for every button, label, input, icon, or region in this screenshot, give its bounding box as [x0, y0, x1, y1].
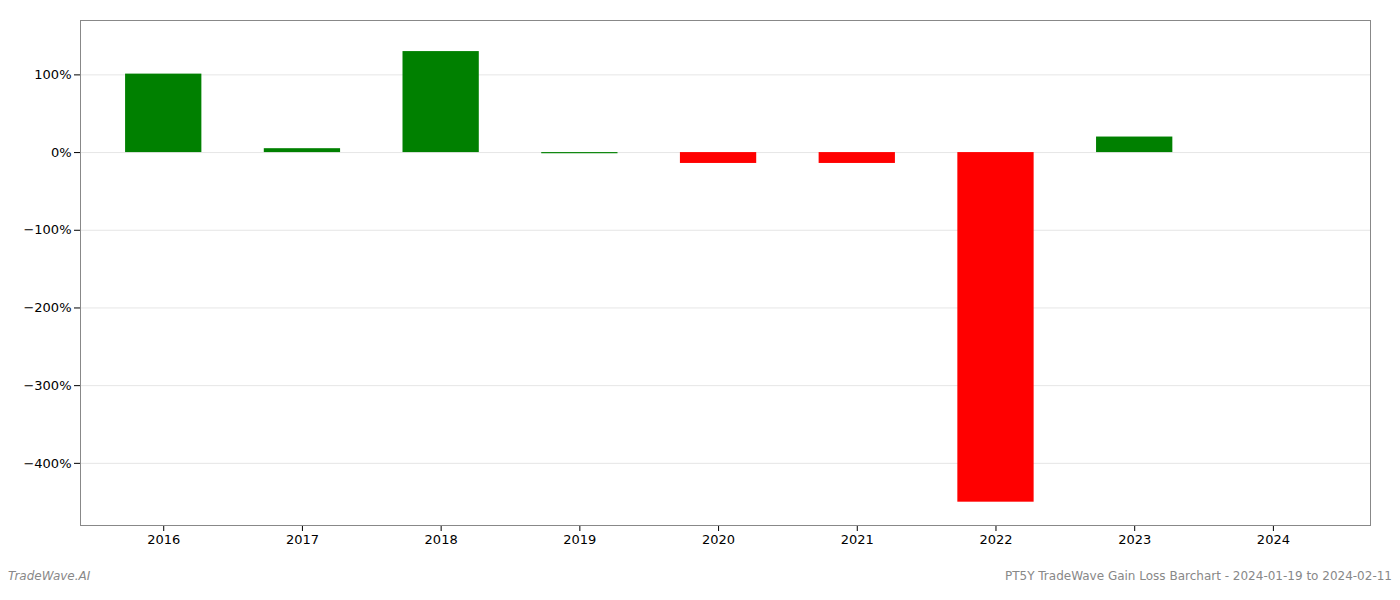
svg-text:−300%: −300% [23, 378, 71, 393]
svg-text:−400%: −400% [23, 456, 71, 471]
html-text:TradeWave.AI: TradeWave.AI [8, 569, 91, 583]
svg-text:2024: 2024 [1257, 532, 1290, 547]
svg-text:0%: 0% [51, 145, 72, 160]
svg-text:2020: 2020 [702, 532, 735, 547]
svg-text:2018: 2018 [425, 532, 458, 547]
svg-text:−100%: −100% [23, 222, 71, 237]
svg-text:2022: 2022 [979, 532, 1012, 547]
svg-text:2019: 2019 [563, 532, 596, 547]
html-text:PT5Y TradeWave Gain Loss Barch: PT5Y TradeWave Gain Loss Barchart - 2024… [1004, 569, 1392, 583]
svg-text:2021: 2021 [841, 532, 874, 547]
svg-text:100%: 100% [34, 67, 71, 82]
svg-text:2023: 2023 [1118, 532, 1151, 547]
svg-text:−200%: −200% [23, 300, 71, 315]
svg-text:2016: 2016 [147, 532, 180, 547]
svg-text:2017: 2017 [286, 532, 319, 547]
